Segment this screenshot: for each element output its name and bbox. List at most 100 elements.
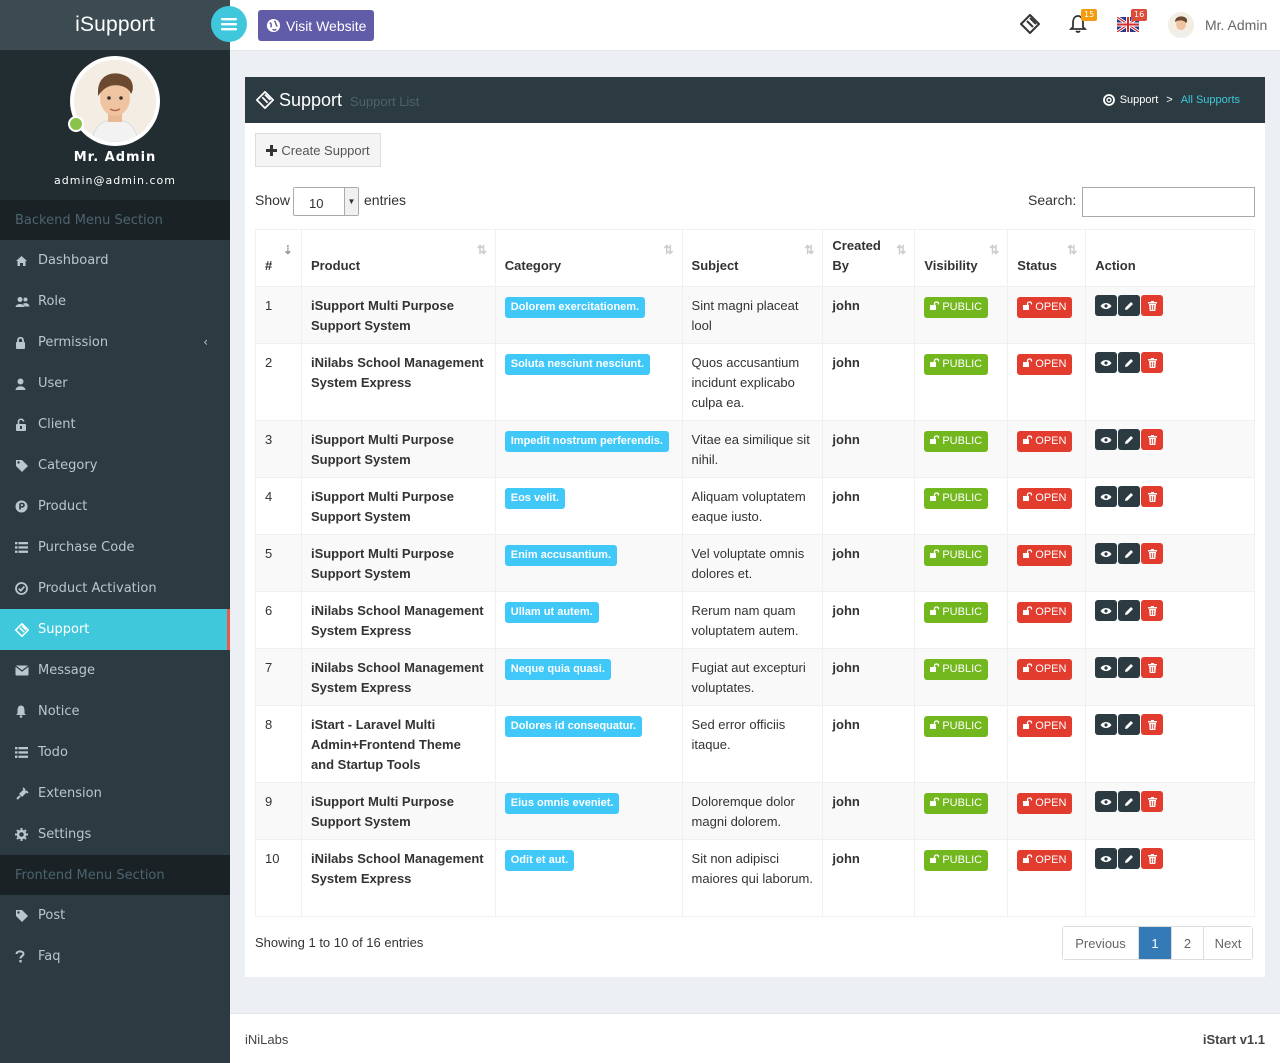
category-badge: Dolores id consequatur. — [504, 716, 643, 737]
col-product[interactable]: ⇅ Product — [300, 229, 496, 287]
edit-button[interactable] — [1118, 791, 1141, 812]
view-button[interactable] — [1095, 486, 1118, 507]
delete-button[interactable] — [1141, 543, 1164, 564]
search-input[interactable] — [1082, 187, 1255, 217]
edit-button[interactable] — [1118, 848, 1141, 869]
sidebar-item-extension[interactable]: Extension — [0, 773, 230, 814]
sidebar: iSupport Mr. Admin admin@admin.com Backe… — [0, 0, 230, 1063]
view-button[interactable] — [1095, 657, 1118, 678]
edit-button[interactable] — [1118, 657, 1141, 678]
delete-button[interactable] — [1141, 657, 1164, 678]
col-created-by[interactable]: ⇅ Created By — [822, 229, 916, 287]
pagination-page-1[interactable]: 1 — [1139, 927, 1172, 959]
eye-icon — [1100, 302, 1112, 309]
row-subject: Vel voluptate omnis dolores et. — [681, 534, 824, 592]
brand-logo[interactable]: iSupport — [0, 0, 230, 50]
col-category[interactable]: ⇅ Category — [494, 229, 683, 287]
delete-button[interactable] — [1141, 848, 1164, 869]
row-number: 9 — [255, 782, 302, 840]
row-category: Dolorem exercitationem. — [494, 286, 683, 344]
sidebar-item-purchase-code[interactable]: Purchase Code — [0, 527, 230, 568]
view-button[interactable] — [1095, 429, 1118, 450]
pagination-next[interactable]: Next — [1204, 927, 1252, 959]
sidebar-item-label: Post — [38, 908, 66, 923]
breadcrumb-current[interactable]: All Supports — [1180, 94, 1240, 106]
unlock-icon — [930, 720, 940, 729]
sidebar-item-permission[interactable]: Permission ‹ — [0, 322, 230, 363]
row-category: Odit et aut. — [494, 839, 683, 917]
edit-button[interactable] — [1118, 352, 1141, 373]
edit-button[interactable] — [1118, 295, 1141, 316]
sidebar-item-notice[interactable]: Notice — [0, 691, 230, 732]
delete-button[interactable] — [1141, 600, 1164, 621]
edit-button[interactable] — [1118, 600, 1141, 621]
col-visibility[interactable]: ⇅ Visibility — [914, 229, 1009, 287]
col-number[interactable]: ⇣ # — [255, 229, 302, 287]
view-button[interactable] — [1095, 295, 1118, 316]
row-category: Eos velit. — [494, 477, 683, 535]
sidebar-item-product-activation[interactable]: Product Activation — [0, 568, 230, 609]
plus-icon — [266, 144, 278, 156]
product-p-icon — [15, 500, 38, 513]
row-visibility: PUBLIC — [914, 839, 1009, 917]
row-subject: Quos accusantium incidunt explicabo culp… — [681, 343, 824, 421]
edit-button[interactable] — [1118, 429, 1141, 450]
view-button[interactable] — [1095, 600, 1118, 621]
gear-icon — [15, 828, 38, 841]
unlock-icon — [1023, 435, 1033, 444]
pencil-icon — [1125, 492, 1134, 501]
sidebar-item-dashboard[interactable]: Dashboard — [0, 240, 230, 281]
col-subject[interactable]: ⇅ Subject — [681, 229, 824, 287]
delete-button[interactable] — [1141, 352, 1164, 373]
delete-button[interactable] — [1141, 486, 1164, 507]
sidebar-item-support[interactable]: Support — [0, 609, 230, 650]
sidebar-item-faq[interactable]: Faq — [0, 936, 230, 977]
sidebar-item-todo[interactable]: Todo — [0, 732, 230, 773]
delete-button[interactable] — [1141, 791, 1164, 812]
topbar-avatar[interactable] — [1168, 12, 1194, 38]
sidebar-item-product[interactable]: Product — [0, 486, 230, 527]
sidebar-item-post[interactable]: Post — [0, 895, 230, 936]
delete-button[interactable] — [1141, 429, 1164, 450]
edit-button[interactable] — [1118, 714, 1141, 735]
row-category: Neque quia quasi. — [494, 648, 683, 706]
delete-button[interactable] — [1141, 714, 1164, 735]
breadcrumb: Support > All Supports — [1102, 94, 1240, 106]
row-subject: Rerum nam quam voluptatem autem. — [681, 591, 824, 649]
row-created-by: john — [822, 420, 916, 478]
pagination-previous[interactable]: Previous — [1063, 927, 1139, 959]
view-button[interactable] — [1095, 791, 1118, 812]
table-row: 2 iNilabs School Management System Expres… — [255, 343, 1255, 421]
sidebar-item-category[interactable]: Category — [0, 445, 230, 486]
view-button[interactable] — [1095, 848, 1118, 869]
edit-button[interactable] — [1118, 543, 1141, 564]
sidebar-item-client[interactable]: Client — [0, 404, 230, 445]
edit-button[interactable] — [1118, 486, 1141, 507]
row-created-by: john — [822, 343, 916, 421]
plug-icon — [15, 786, 38, 801]
ticket-icon[interactable] — [1018, 12, 1042, 36]
view-button[interactable] — [1095, 543, 1118, 564]
view-button[interactable] — [1095, 714, 1118, 735]
sidebar-toggle-button[interactable] — [211, 6, 247, 42]
visit-website-button[interactable]: Visit Website — [258, 10, 375, 41]
sidebar-item-role[interactable]: Role — [0, 281, 230, 322]
entries-label: entries — [364, 192, 407, 208]
table-row: 1 iSupport Multi Purpose Support System Do… — [255, 286, 1255, 344]
eye-icon — [1100, 664, 1112, 671]
sidebar-item-message[interactable]: Message — [0, 650, 230, 691]
category-badge: Dolorem exercitationem. — [504, 297, 646, 318]
create-support-button[interactable]: Create Support — [255, 133, 381, 167]
trash-icon — [1147, 719, 1157, 730]
col-status[interactable]: ⇅ Status — [1007, 229, 1087, 287]
delete-button[interactable] — [1141, 295, 1164, 316]
status-badge: OPEN — [1017, 297, 1073, 318]
topbar-username[interactable]: Mr. Admin — [1205, 17, 1268, 33]
pagination-page-2[interactable]: 2 — [1172, 927, 1204, 959]
breadcrumb-support-link[interactable]: Support — [1119, 94, 1159, 106]
row-actions — [1085, 591, 1255, 649]
view-button[interactable] — [1095, 352, 1118, 373]
sidebar-item-user[interactable]: User — [0, 363, 230, 404]
page-size-select[interactable]: 10 ▼ — [293, 187, 359, 216]
sidebar-item-settings[interactable]: Settings — [0, 814, 230, 855]
